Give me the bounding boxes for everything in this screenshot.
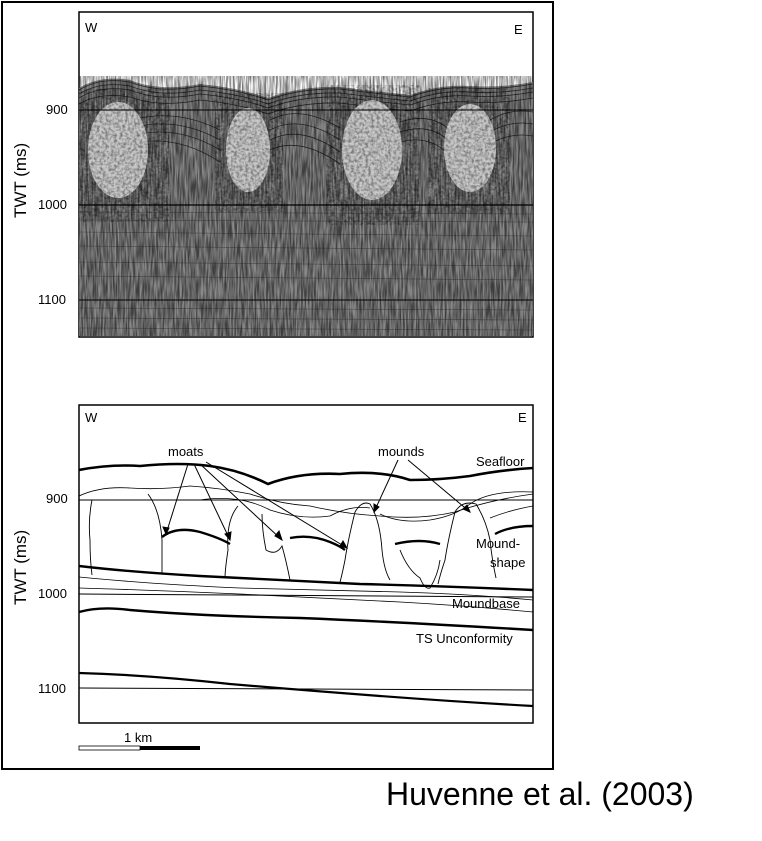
scale-bar: 1 km bbox=[78, 730, 200, 751]
ts-unconformity-line bbox=[79, 607, 533, 632]
interpretation-panel-border bbox=[78, 404, 534, 724]
bottom-east-label: E bbox=[518, 410, 527, 425]
seafloor-line bbox=[79, 462, 533, 486]
moat-floor-1 bbox=[161, 528, 231, 546]
mound-arrows bbox=[373, 459, 471, 514]
mound-outline-4 bbox=[454, 502, 497, 579]
bottom-y-tick-1000: 1000 bbox=[38, 586, 67, 601]
top-y-tick-1000: 1000 bbox=[38, 197, 67, 212]
moat-floor-2 bbox=[289, 535, 346, 551]
bottom-y-tick-900: 900 bbox=[46, 491, 68, 506]
mounds-label: mounds bbox=[378, 444, 425, 459]
top-y-axis-label: TWT (ms) bbox=[11, 143, 30, 218]
timing-line-1000-interp bbox=[79, 593, 533, 598]
scale-bar-label: 1 km bbox=[124, 730, 152, 745]
moundbase-label: Moundbase bbox=[452, 596, 520, 611]
bottom-y-axis-label: TWT (ms) bbox=[11, 530, 30, 605]
mound-outline-1 bbox=[88, 499, 93, 576]
mound-outline-2 bbox=[224, 505, 239, 579]
top-y-tick-1100: 1100 bbox=[38, 292, 66, 307]
top-y-tick-900: 900 bbox=[46, 102, 68, 117]
moundbase-line bbox=[79, 564, 533, 592]
top-west-label: W bbox=[85, 20, 98, 35]
mound-shape-label-line1: Mound- bbox=[476, 536, 520, 551]
timing-line-1100-interp bbox=[79, 687, 533, 691]
seismic-panel: W E 900 1000 1100 TWT (ms) bbox=[11, 11, 534, 338]
citation-text: Huvenne et al. (2003) bbox=[386, 776, 694, 812]
moats-label: moats bbox=[168, 444, 204, 459]
seismic-image bbox=[79, 76, 533, 336]
bottom-west-label: W bbox=[85, 410, 98, 425]
ts-unconformity-label: TS Unconformity bbox=[416, 631, 513, 646]
interpretation-panel: W E moats mounds Seafloor Mound- shape M… bbox=[11, 404, 534, 751]
mound-outline-3 bbox=[354, 502, 391, 581]
figure-frame bbox=[1, 1, 554, 770]
bottom-y-tick-1100: 1100 bbox=[38, 681, 66, 696]
top-east-label: E bbox=[514, 22, 523, 37]
moat-floor-3 bbox=[394, 539, 441, 546]
lower-horizon-line bbox=[79, 671, 533, 708]
mound-shape-label-line2: shape bbox=[490, 555, 525, 570]
moat-arrows bbox=[162, 461, 349, 549]
seafloor-label: Seafloor bbox=[476, 454, 525, 469]
